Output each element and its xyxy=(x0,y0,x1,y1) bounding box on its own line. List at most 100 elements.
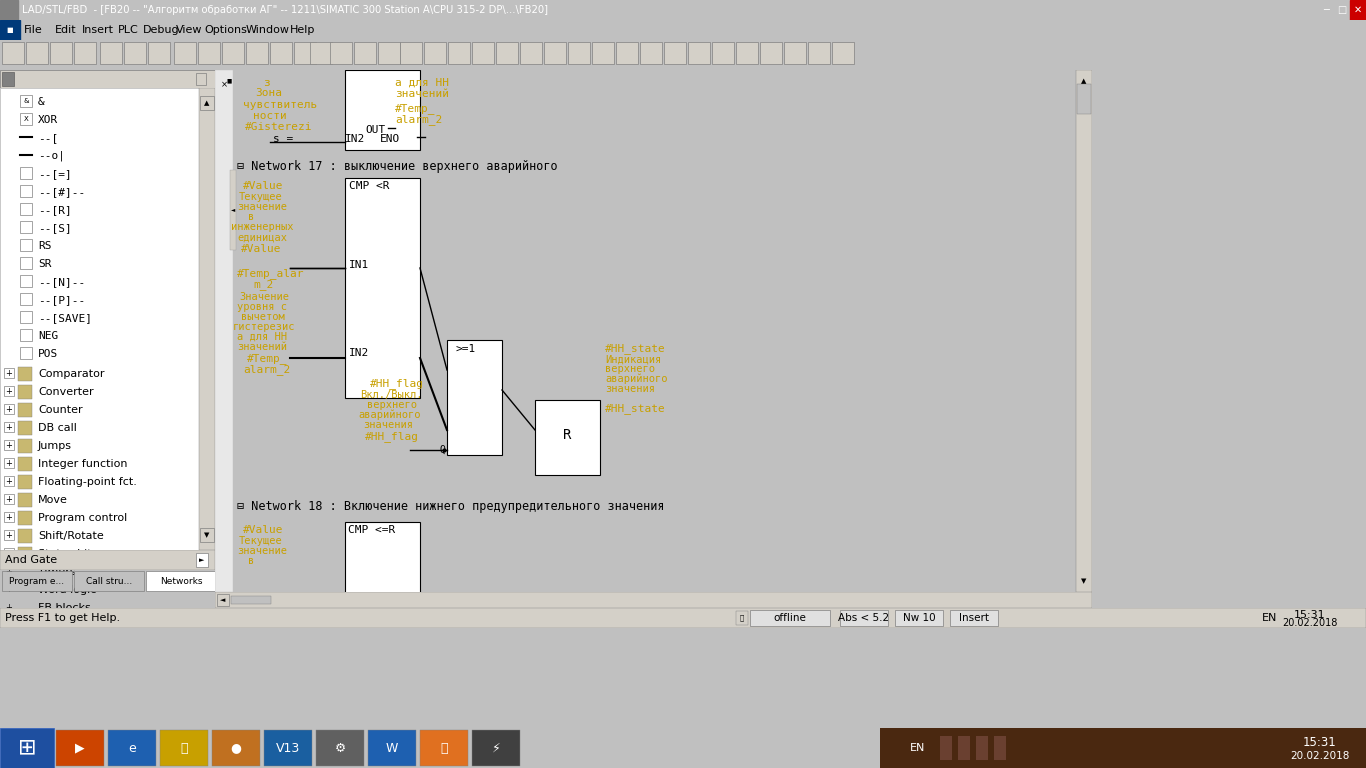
Text: Floating-point fct.: Floating-point fct. xyxy=(38,477,137,487)
Text: s =: s = xyxy=(273,134,294,144)
Text: --[P]--: --[P]-- xyxy=(38,295,85,305)
Text: значений: значений xyxy=(236,342,287,352)
Bar xyxy=(664,42,686,64)
Text: Shift/Rotate: Shift/Rotate xyxy=(38,531,104,541)
Text: значений: значений xyxy=(395,89,449,99)
Bar xyxy=(346,70,419,150)
Text: +: + xyxy=(5,584,12,594)
Text: Comparator: Comparator xyxy=(38,369,105,379)
Bar xyxy=(310,42,332,64)
Text: Debug: Debug xyxy=(143,25,179,35)
Text: а для НН: а для НН xyxy=(236,332,287,342)
Text: 📁: 📁 xyxy=(180,741,187,754)
Bar xyxy=(294,42,316,64)
Text: ▲: ▲ xyxy=(205,100,210,106)
Text: View: View xyxy=(176,25,202,35)
Text: DB call: DB call xyxy=(38,423,76,433)
Text: ⊟ Network 17 : выключение верхнего аварийного: ⊟ Network 17 : выключение верхнего авари… xyxy=(236,160,557,173)
Text: CMP <R: CMP <R xyxy=(348,181,389,191)
Bar xyxy=(840,610,888,626)
Text: ✕: ✕ xyxy=(1354,5,1362,15)
Bar xyxy=(1,42,25,64)
Bar xyxy=(20,95,31,107)
Text: IN2: IN2 xyxy=(348,348,369,358)
Text: +: + xyxy=(5,422,12,432)
Text: ▶: ▶ xyxy=(75,741,85,754)
Bar xyxy=(4,548,14,558)
Bar xyxy=(367,730,417,766)
Text: ENO: ENO xyxy=(380,134,400,144)
Bar xyxy=(423,42,447,64)
Text: Jumps: Jumps xyxy=(38,441,72,451)
Bar xyxy=(1229,611,1238,625)
Bar xyxy=(20,311,31,323)
Text: верхнего: верхнего xyxy=(605,364,656,374)
Bar xyxy=(750,610,831,626)
Bar xyxy=(18,583,31,597)
Text: Timers: Timers xyxy=(38,567,75,577)
Text: аварийного: аварийного xyxy=(358,410,421,421)
Text: Insert: Insert xyxy=(959,613,989,623)
Bar xyxy=(448,42,470,64)
Bar xyxy=(784,42,806,64)
Bar xyxy=(217,594,229,606)
Text: значение: значение xyxy=(236,202,287,212)
Text: Move: Move xyxy=(38,495,68,505)
Text: LAD/STL/FBD  - [FB20 -- "Алгоритм обработки АГ" -- 1211\SIMATIC 300 Station A\CP: LAD/STL/FBD - [FB20 -- "Алгоритм обработ… xyxy=(22,5,548,15)
Text: --[=]: --[=] xyxy=(38,169,72,179)
Text: □: □ xyxy=(1337,5,1347,15)
Text: V13: V13 xyxy=(276,741,301,754)
Bar xyxy=(18,421,31,435)
Bar xyxy=(759,42,781,64)
Text: #Temp_: #Temp_ xyxy=(247,353,287,364)
Text: Status bits: Status bits xyxy=(38,549,97,559)
Bar xyxy=(688,42,710,64)
Bar xyxy=(1255,611,1264,625)
Text: ◄: ◄ xyxy=(231,207,235,213)
Text: +: + xyxy=(5,567,12,575)
Bar xyxy=(331,42,352,64)
Bar xyxy=(4,440,14,450)
Bar xyxy=(18,457,31,471)
Text: Зона: Зона xyxy=(255,88,281,98)
Text: Q: Q xyxy=(438,445,445,455)
Text: ности: ности xyxy=(253,111,287,121)
Text: &: & xyxy=(23,98,29,104)
Text: offline: offline xyxy=(773,613,806,623)
Bar xyxy=(832,42,854,64)
Bar xyxy=(20,293,31,305)
Bar xyxy=(958,736,970,760)
Text: Текущее: Текущее xyxy=(239,192,283,202)
Bar xyxy=(1,571,72,591)
Bar xyxy=(520,42,542,64)
Text: ●: ● xyxy=(231,741,242,754)
Text: +: + xyxy=(5,512,12,521)
Text: Program e...: Program e... xyxy=(10,577,64,585)
Bar xyxy=(18,403,31,417)
Bar xyxy=(18,493,31,507)
Text: Converter: Converter xyxy=(38,387,94,397)
Bar xyxy=(195,73,206,85)
Text: чувствитель: чувствитель xyxy=(243,100,317,110)
Text: +: + xyxy=(5,476,12,485)
Text: IN1: IN1 xyxy=(348,260,369,270)
Bar xyxy=(20,257,31,269)
Bar xyxy=(0,728,55,768)
Text: ─: ─ xyxy=(1324,5,1329,15)
Bar xyxy=(20,347,31,359)
Text: --[#]--: --[#]-- xyxy=(38,187,85,197)
Text: ◄: ◄ xyxy=(220,597,225,603)
Bar xyxy=(148,42,169,64)
Bar xyxy=(1350,0,1366,20)
Bar xyxy=(712,42,734,64)
Bar xyxy=(160,730,208,766)
Bar xyxy=(895,610,943,626)
Text: SR: SR xyxy=(38,259,52,269)
Text: +: + xyxy=(5,386,12,396)
Text: #Temp_: #Temp_ xyxy=(395,103,436,114)
Text: FB blocks: FB blocks xyxy=(38,603,90,613)
Bar xyxy=(544,42,566,64)
Text: --[R]: --[R] xyxy=(38,205,72,215)
Bar xyxy=(18,547,31,561)
Text: в: в xyxy=(249,556,254,566)
